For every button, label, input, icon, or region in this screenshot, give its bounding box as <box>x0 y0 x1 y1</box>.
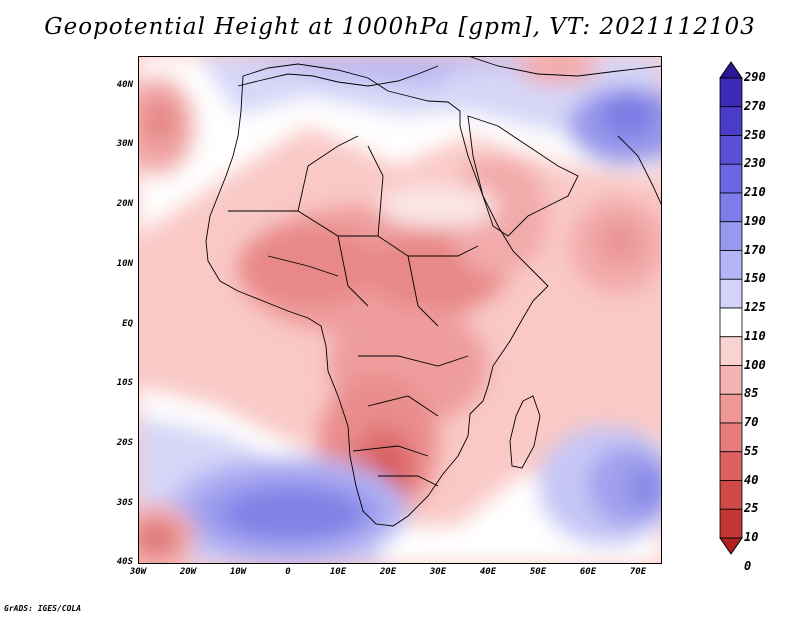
lat-label-10n: 10N <box>116 259 133 269</box>
geopotential-map <box>138 56 662 564</box>
colorbar-swatch-10 <box>719 508 743 539</box>
colorbar-label-210: 210 <box>744 185 766 199</box>
colorbar-swatch-210 <box>719 163 743 194</box>
colorbar-label-40: 40 <box>744 472 759 487</box>
colorbar-swatch-110 <box>719 307 743 338</box>
lon-label-10e: 10E <box>329 567 347 577</box>
lon-label-70e: 70E <box>629 567 647 577</box>
colorbar-label-100: 100 <box>744 357 766 372</box>
colorbar-swatch-55 <box>719 422 743 453</box>
coastlines <box>205 56 662 527</box>
colorbar-label-70: 70 <box>744 415 759 429</box>
lon-label-10w: 10W <box>229 567 247 577</box>
colorbar-label-150: 150 <box>744 271 766 286</box>
lon-label-50e: 50E <box>529 567 547 577</box>
colorbar-swatch-150 <box>719 250 743 280</box>
map-panel <box>138 56 662 564</box>
colorbar-label-125: 125 <box>744 300 766 314</box>
lat-label-20s: 20S <box>116 438 133 448</box>
lon-label-20w: 20W <box>179 567 197 577</box>
lon-label-60e: 60E <box>579 567 597 577</box>
lat-label-40s: 40S <box>116 557 133 567</box>
colorbar-swatch-270 <box>719 77 743 108</box>
lat-label-40n: 40N <box>116 80 133 90</box>
colorbar-swatch-190 <box>719 192 743 223</box>
colorbar-swatch-230 <box>719 135 743 165</box>
colorbar-swatch-25 <box>719 480 743 510</box>
lat-label-30s: 30S <box>116 498 133 508</box>
colorbar-label-25: 25 <box>744 501 759 516</box>
colorbar-label-270: 270 <box>744 98 766 113</box>
colorbar-label-230: 230 <box>744 156 766 171</box>
credit-text: GrADS: IGES/COLA <box>4 604 82 613</box>
lat-label-eq: EQ <box>122 319 133 329</box>
colorbar-swatch-70 <box>719 393 743 424</box>
lat-label-20n: 20N <box>116 199 133 209</box>
map-title: Geopotential Height at 1000hPa [gpm], VT… <box>44 14 756 40</box>
colorbar-swatch-250 <box>719 106 743 136</box>
colorbar-label-0: 0 <box>744 558 752 573</box>
lat-label-10s: 10S <box>116 378 133 388</box>
colorbar-label-290: 290 <box>744 70 766 84</box>
colorbar-swatch-125 <box>719 278 743 309</box>
colorbar-bottom-arrow <box>719 537 743 555</box>
colorbar-label-55: 55 <box>744 443 759 458</box>
colorbar-swatch-170 <box>719 221 743 251</box>
colorbar-swatch-40 <box>719 451 743 481</box>
colorbar-swatch-100 <box>719 336 743 366</box>
lon-label-20e: 20E <box>379 567 397 577</box>
lon-label-30w: 30W <box>129 567 147 577</box>
lon-label-0: 0 <box>285 567 291 577</box>
colorbar-label-85: 85 <box>744 386 759 401</box>
colorbar-label-110: 110 <box>744 328 766 343</box>
colorbar <box>719 61 743 555</box>
colorbar-label-10: 10 <box>744 530 759 544</box>
colorbar-label-250: 250 <box>744 127 766 142</box>
colorbar-label-170: 170 <box>744 242 766 257</box>
lat-label-30n: 30N <box>116 139 133 149</box>
colorbar-swatch-85 <box>719 365 743 395</box>
colorbar-top-arrow <box>719 61 743 79</box>
colorbar-label-190: 190 <box>744 213 766 228</box>
lon-label-30e: 30E <box>429 567 447 577</box>
lon-label-40e: 40E <box>479 567 497 577</box>
